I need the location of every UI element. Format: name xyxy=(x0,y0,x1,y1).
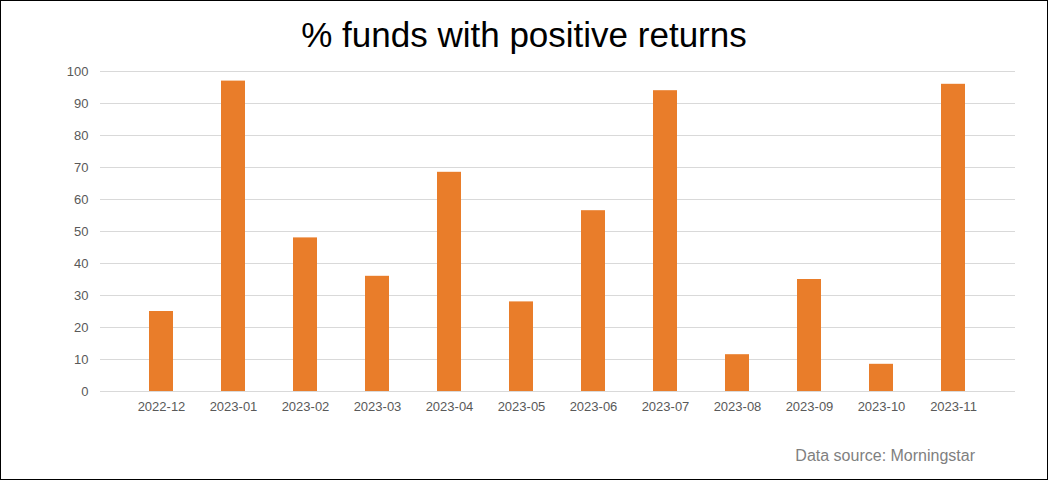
svg-text:2023-01: 2023-01 xyxy=(210,399,258,414)
svg-text:2023-04: 2023-04 xyxy=(426,399,474,414)
svg-text:30: 30 xyxy=(74,288,88,303)
svg-text:2023-10: 2023-10 xyxy=(858,399,906,414)
svg-text:80: 80 xyxy=(74,128,88,143)
svg-text:2023-11: 2023-11 xyxy=(930,399,977,414)
svg-text:2023-03: 2023-03 xyxy=(354,399,402,414)
svg-text:50: 50 xyxy=(74,224,88,239)
svg-text:20: 20 xyxy=(74,320,88,335)
svg-text:70: 70 xyxy=(74,160,88,175)
html-text:% funds with positive returns: % funds with positive returns xyxy=(301,15,747,54)
html-text:Data source: Morningstar: Data source: Morningstar xyxy=(795,447,975,464)
svg-text:100: 100 xyxy=(67,64,89,79)
svg-text:2023-08: 2023-08 xyxy=(714,399,762,414)
svg-text:40: 40 xyxy=(74,256,88,271)
svg-text:2023-02: 2023-02 xyxy=(282,399,330,414)
svg-text:60: 60 xyxy=(74,192,88,207)
svg-text:90: 90 xyxy=(74,96,88,111)
svg-text:0: 0 xyxy=(81,384,88,399)
svg-text:2023-05: 2023-05 xyxy=(498,399,546,414)
svg-text:2022-12: 2022-12 xyxy=(138,399,186,414)
svg-text:2023-06: 2023-06 xyxy=(570,399,618,414)
svg-text:10: 10 xyxy=(74,352,88,367)
svg-text:2023-09: 2023-09 xyxy=(786,399,834,414)
svg-text:2023-07: 2023-07 xyxy=(642,399,690,414)
